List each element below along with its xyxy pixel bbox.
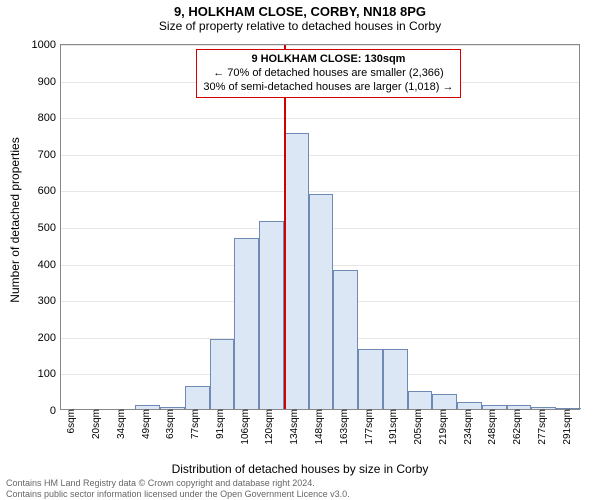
xtick-label: 34sqm (116, 409, 127, 439)
histogram-bar (284, 133, 309, 409)
xtick-label: 20sqm (91, 409, 102, 439)
histogram-bar (185, 386, 210, 409)
annotation-box: 9 HOLKHAM CLOSE: 130sqm← 70% of detached… (196, 49, 460, 98)
annotation-title: 9 HOLKHAM CLOSE: 130sqm (203, 53, 453, 67)
histogram-bar (333, 270, 358, 409)
gridline (61, 45, 579, 46)
xtick-label: 120sqm (264, 409, 275, 445)
chart-title-address: 9, HOLKHAM CLOSE, CORBY, NN18 8PG (0, 0, 600, 19)
xtick-label: 49sqm (141, 409, 152, 439)
chart-title-subtitle: Size of property relative to detached ho… (0, 19, 600, 33)
xtick-label: 219sqm (438, 409, 449, 445)
ytick-label: 200 (38, 332, 61, 344)
x-axis-label: Distribution of detached houses by size … (0, 462, 600, 476)
ytick-label: 900 (38, 76, 61, 88)
histogram-bar (259, 221, 284, 409)
plot-area: 010020030040050060070080090010006sqm20sq… (60, 44, 580, 410)
ytick-label: 0 (50, 405, 61, 417)
xtick-label: 205sqm (413, 409, 424, 445)
xtick-label: 277sqm (537, 409, 548, 445)
histogram-bar (383, 349, 408, 409)
annotation-larger: 30% of semi-detached houses are larger (… (203, 81, 453, 95)
ytick-label: 800 (38, 112, 61, 124)
xtick-label: 6sqm (66, 409, 77, 433)
xtick-label: 234sqm (463, 409, 474, 445)
ytick-label: 400 (38, 259, 61, 271)
histogram-bar (234, 238, 259, 409)
gridline (61, 155, 579, 156)
histogram-bar (457, 402, 482, 409)
xtick-label: 191sqm (388, 409, 399, 445)
histogram-bar (358, 349, 383, 409)
property-size-chart: 9, HOLKHAM CLOSE, CORBY, NN18 8PG Size o… (0, 0, 600, 500)
ytick-label: 600 (38, 185, 61, 197)
xtick-label: 148sqm (314, 409, 325, 445)
histogram-bar (408, 391, 433, 409)
footer-line-1: Contains HM Land Registry data © Crown c… (6, 478, 350, 488)
ytick-label: 700 (38, 149, 61, 161)
xtick-label: 77sqm (190, 409, 201, 439)
footer-line-2: Contains public sector information licen… (6, 489, 350, 499)
footer-attribution: Contains HM Land Registry data © Crown c… (6, 478, 350, 499)
ytick-label: 1000 (32, 39, 61, 51)
ytick-label: 500 (38, 222, 61, 234)
annotation-smaller: ← 70% of detached houses are smaller (2,… (203, 67, 453, 81)
ytick-label: 300 (38, 295, 61, 307)
xtick-label: 134sqm (289, 409, 300, 445)
histogram-bar (309, 194, 334, 409)
gridline (61, 191, 579, 192)
xtick-label: 248sqm (487, 409, 498, 445)
xtick-label: 63sqm (165, 409, 176, 439)
histogram-bar (210, 339, 235, 409)
xtick-label: 163sqm (339, 409, 350, 445)
ytick-label: 100 (38, 368, 61, 380)
xtick-label: 106sqm (240, 409, 251, 445)
xtick-label: 262sqm (512, 409, 523, 445)
xtick-label: 91sqm (215, 409, 226, 439)
gridline (61, 118, 579, 119)
property-marker-line (284, 45, 286, 409)
xtick-label: 177sqm (364, 409, 375, 445)
y-axis-label: Number of detached properties (8, 137, 22, 302)
histogram-bar (432, 394, 457, 409)
xtick-label: 291sqm (562, 409, 573, 445)
